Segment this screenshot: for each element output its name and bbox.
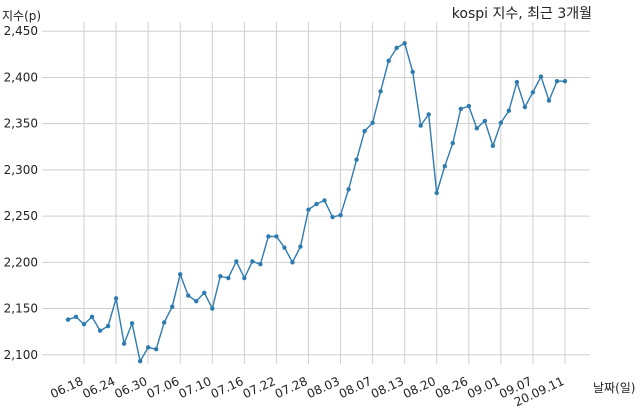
x-tick-label: 07.10	[177, 374, 214, 401]
data-point	[137, 359, 143, 364]
data-point	[378, 89, 383, 94]
x-tick-label: 08.13	[369, 374, 406, 401]
x-tick-label: 07.06	[144, 374, 181, 401]
data-point	[498, 120, 504, 125]
data-point	[89, 314, 95, 320]
data-point	[354, 157, 359, 162]
data-point	[546, 98, 552, 103]
data-point	[186, 293, 191, 298]
data-point	[562, 78, 568, 84]
data-point	[442, 163, 447, 169]
data-point	[386, 58, 391, 64]
data-point	[226, 275, 231, 281]
series-kospi	[65, 41, 568, 364]
data-point	[554, 78, 560, 84]
x-tick-label: 07.16	[209, 374, 246, 401]
data-point	[314, 201, 319, 207]
data-point	[466, 103, 472, 109]
data-point	[514, 79, 520, 85]
data-point	[161, 320, 167, 325]
x-tick-label: 06.18	[48, 374, 85, 401]
data-point	[274, 234, 279, 239]
data-point	[458, 106, 463, 112]
x-tick-label: 08.20	[401, 374, 438, 401]
data-point	[170, 304, 175, 309]
x-tick-label: 08.07	[337, 374, 374, 401]
y-axis-ticks: 2,100 2,150 2,200 2,250 2,300 2,350 2,400 2,450	[4, 24, 38, 362]
grid	[42, 22, 590, 364]
data-point	[250, 259, 255, 264]
data-point	[522, 104, 528, 110]
y-tick-label: 2,350	[4, 117, 38, 131]
x-tick-label: 06.24	[80, 374, 117, 401]
data-point	[434, 190, 439, 196]
y-tick-label: 2,450	[4, 24, 38, 38]
x-tick-label: 07.22	[241, 374, 278, 401]
data-point	[394, 45, 399, 51]
data-point	[450, 140, 455, 146]
y-tick-label: 2,250	[4, 209, 38, 223]
data-point	[290, 260, 295, 265]
data-point	[194, 298, 199, 304]
y-tick-label: 2,300	[4, 163, 38, 177]
data-point	[65, 317, 71, 322]
chart-title: kospi 지수, 최근 3개월	[452, 6, 592, 22]
data-point	[113, 296, 119, 301]
data-point	[153, 347, 159, 352]
x-tick-label: 06.30	[112, 374, 149, 401]
data-point	[97, 328, 103, 333]
data-point	[418, 123, 423, 128]
data-point	[410, 69, 415, 75]
x-tick-label: 08.26	[433, 374, 470, 401]
data-point	[330, 214, 335, 220]
data-point	[346, 187, 351, 192]
data-point	[402, 41, 407, 46]
y-tick-label: 2,400	[4, 70, 38, 84]
data-point	[338, 212, 343, 218]
y-tick-label: 2,100	[4, 348, 38, 362]
data-point	[145, 345, 151, 350]
data-point	[81, 322, 87, 327]
y-tick-label: 2,200	[4, 255, 38, 269]
data-point	[538, 74, 544, 79]
x-tick-label: 09.01	[465, 374, 502, 401]
data-point	[242, 275, 247, 281]
data-point	[282, 245, 287, 250]
x-tick-label: 08.03	[305, 374, 342, 401]
data-point	[258, 261, 263, 267]
y-tick-label: 2,150	[4, 302, 38, 316]
data-point	[306, 207, 311, 212]
data-point	[298, 244, 303, 249]
data-point	[322, 198, 327, 203]
data-point	[105, 323, 111, 329]
data-point	[530, 90, 536, 95]
x-axis-ticks: 06.1806.2406.3007.0607.1007.1607.2207.28…	[48, 374, 566, 409]
data-point	[474, 126, 480, 131]
data-point	[426, 112, 431, 117]
data-point	[129, 321, 135, 326]
x-tick-label: 07.28	[273, 374, 310, 401]
data-point	[362, 128, 367, 134]
data-point	[266, 234, 271, 239]
data-point	[218, 273, 223, 279]
y-axis-title: 지수(p)	[2, 9, 41, 23]
data-point	[370, 120, 375, 125]
data-point	[482, 118, 488, 124]
data-point	[202, 290, 207, 296]
data-point	[490, 143, 496, 149]
data-point	[506, 108, 512, 113]
x-axis-title: 날짜(일)	[593, 381, 635, 395]
data-point	[234, 259, 239, 264]
data-point	[121, 341, 127, 346]
data-point	[210, 306, 215, 311]
data-point	[73, 314, 79, 320]
data-point	[178, 272, 183, 277]
